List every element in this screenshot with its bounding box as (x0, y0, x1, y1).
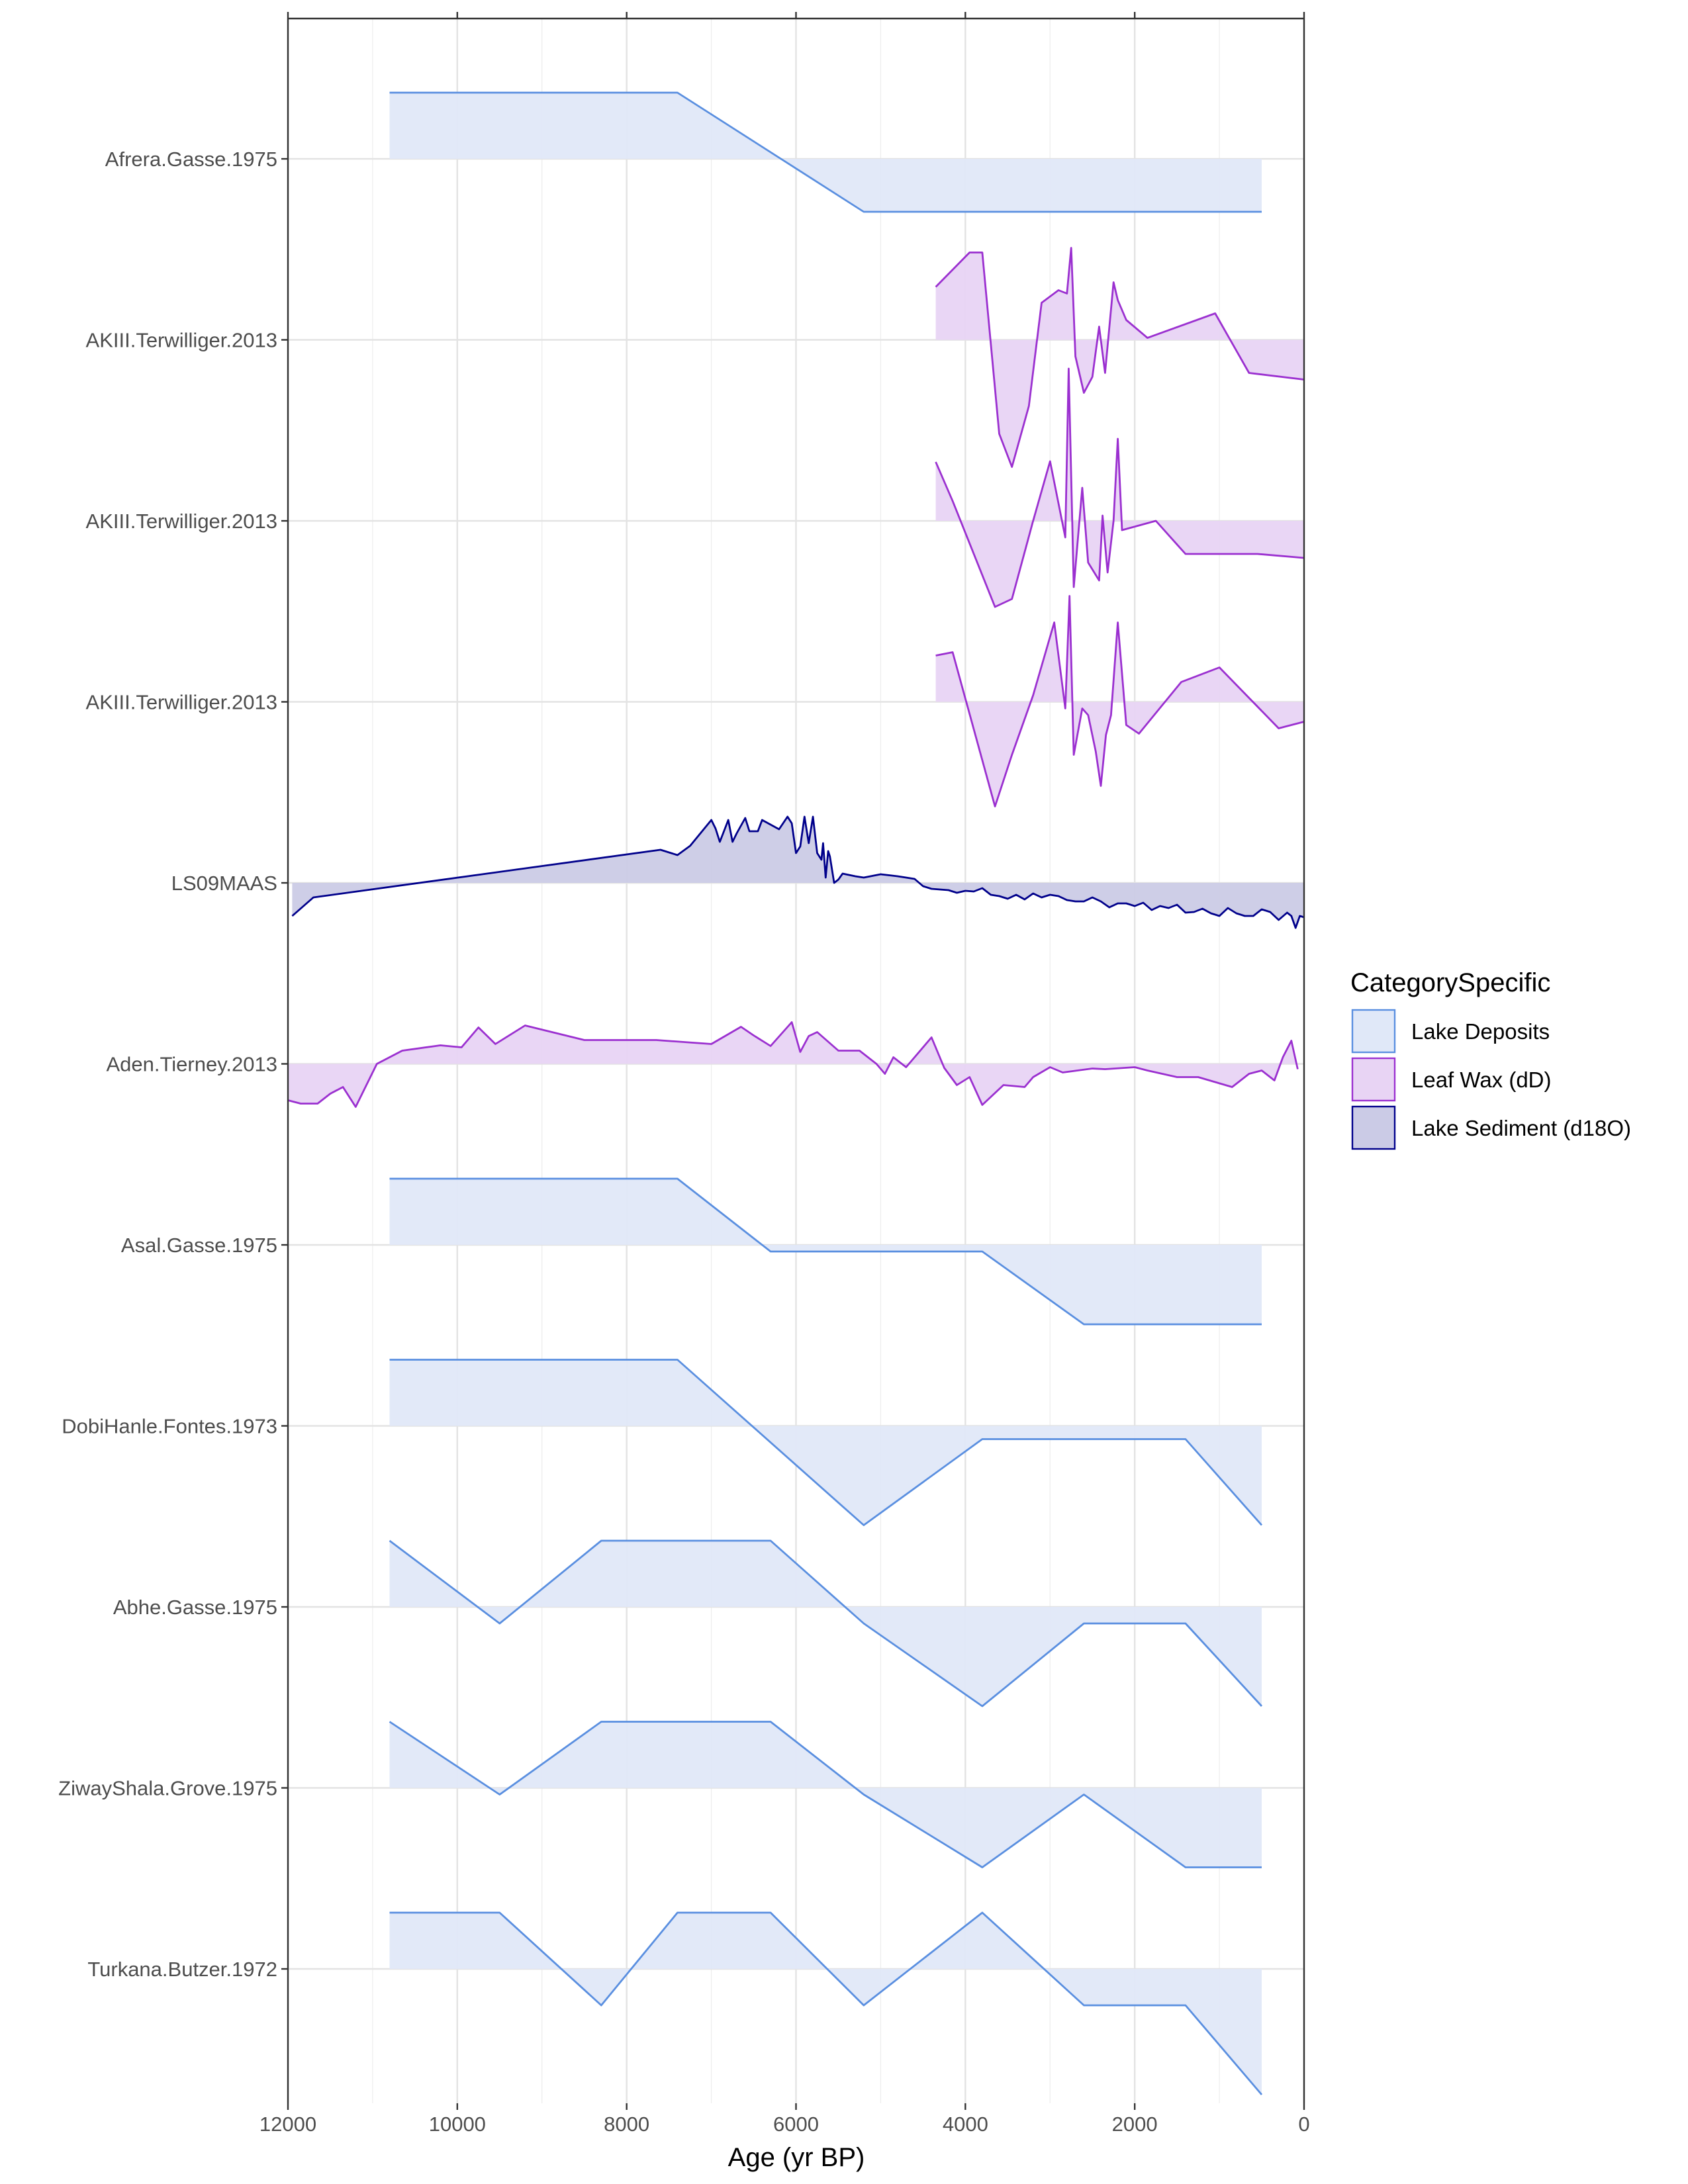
series-line (389, 1911, 1263, 2095)
series-line (389, 91, 1262, 213)
x-axis: 12000 10000 8000 6000 4000 2000 0 (259, 12, 1310, 2136)
legend-label: Lake Sediment (d18O) (1411, 1116, 1631, 1140)
x-tick-label: 0 (1298, 2113, 1309, 2136)
y-tick-label: DobiHanle.Fontes.1973 (62, 1415, 277, 1438)
x-tick-label: 8000 (604, 2113, 649, 2136)
series-line (287, 1021, 1299, 1108)
series-area (389, 1913, 1262, 2095)
series-area (935, 248, 1304, 467)
series-4 (291, 815, 1305, 929)
series-9 (389, 1721, 1262, 1868)
y-tick-label: ZiwayShala.Grove.1975 (58, 1777, 277, 1800)
series-5 (287, 1021, 1299, 1108)
series-line (935, 595, 1305, 807)
legend-label: Leaf Wax (dD) (1411, 1068, 1552, 1092)
series-7 (389, 1359, 1263, 1526)
series-area (288, 1022, 1298, 1107)
series-area (389, 93, 1262, 212)
series-line (389, 1359, 1263, 1526)
x-tick-label: 6000 (773, 2113, 819, 2136)
legend: CategorySpecific Lake Deposits Leaf Wax (… (1350, 968, 1631, 1150)
series-2 (935, 367, 1305, 608)
legend-title: CategorySpecific (1350, 968, 1550, 997)
y-tick-label: AKIII.Terwilliger.2013 (86, 691, 277, 714)
series-line (935, 247, 1305, 468)
series-line (935, 367, 1305, 608)
series-8 (389, 1539, 1263, 1707)
legend-key (1351, 1009, 1396, 1054)
legend-key (1351, 1057, 1396, 1102)
plot-area (287, 91, 1305, 2095)
y-tick-label: Aden.Tierney.2013 (106, 1053, 277, 1076)
series-area (935, 596, 1304, 807)
y-axis: Afrera.Gasse.1975 AKIII.Terwilliger.2013 A… (58, 148, 288, 1981)
x-tick-label: 12000 (259, 2113, 316, 2136)
legend-key (1351, 1105, 1396, 1150)
y-tick-label: Abhe.Gasse.1975 (113, 1596, 277, 1619)
x-tick-label: 2000 (1112, 2113, 1158, 2136)
x-axis-title: Age (yr BP) (728, 2143, 865, 2172)
y-tick-label: AKIII.Terwilliger.2013 (86, 329, 277, 352)
series-6 (389, 1177, 1262, 1326)
series-line (389, 1721, 1262, 1868)
y-tick-label: Afrera.Gasse.1975 (105, 148, 277, 171)
series-line (389, 1539, 1263, 1707)
series-line (291, 815, 1305, 929)
series-0 (389, 91, 1262, 213)
series-area (389, 1359, 1262, 1525)
series-3 (935, 595, 1305, 807)
series-line (389, 1177, 1262, 1326)
series-10 (389, 1911, 1263, 2095)
series-area (292, 817, 1304, 928)
x-tick-label: 4000 (943, 2113, 988, 2136)
series-area (389, 1541, 1262, 1706)
y-tick-label: Asal.Gasse.1975 (121, 1234, 277, 1257)
y-tick-label: AKIII.Terwilliger.2013 (86, 510, 277, 533)
series-area (389, 1721, 1262, 1868)
y-tick-label: Turkana.Butzer.1972 (87, 1958, 277, 1981)
series-1 (935, 247, 1305, 468)
y-tick-label: LS09MAAS (171, 872, 277, 895)
x-tick-label: 10000 (429, 2113, 486, 2136)
legend-label: Lake Deposits (1411, 1019, 1550, 1044)
